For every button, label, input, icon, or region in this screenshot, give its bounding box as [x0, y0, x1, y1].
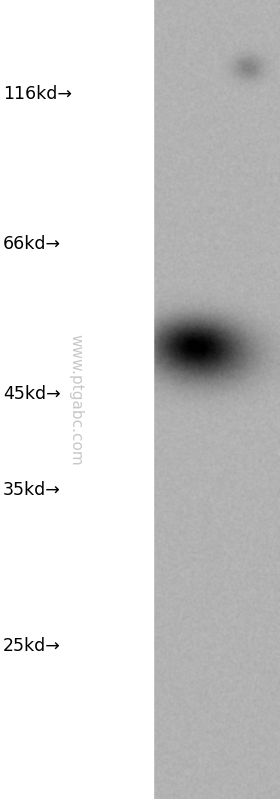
- Text: 25kd→: 25kd→: [3, 637, 60, 654]
- Text: www.ptgabc.com: www.ptgabc.com: [68, 334, 83, 465]
- Text: 66kd→: 66kd→: [3, 235, 61, 252]
- Text: 116kd→: 116kd→: [3, 85, 72, 103]
- Bar: [0, 0, 153, 799]
- Text: 45kd→: 45kd→: [3, 385, 60, 403]
- Text: 35kd→: 35kd→: [3, 481, 60, 499]
